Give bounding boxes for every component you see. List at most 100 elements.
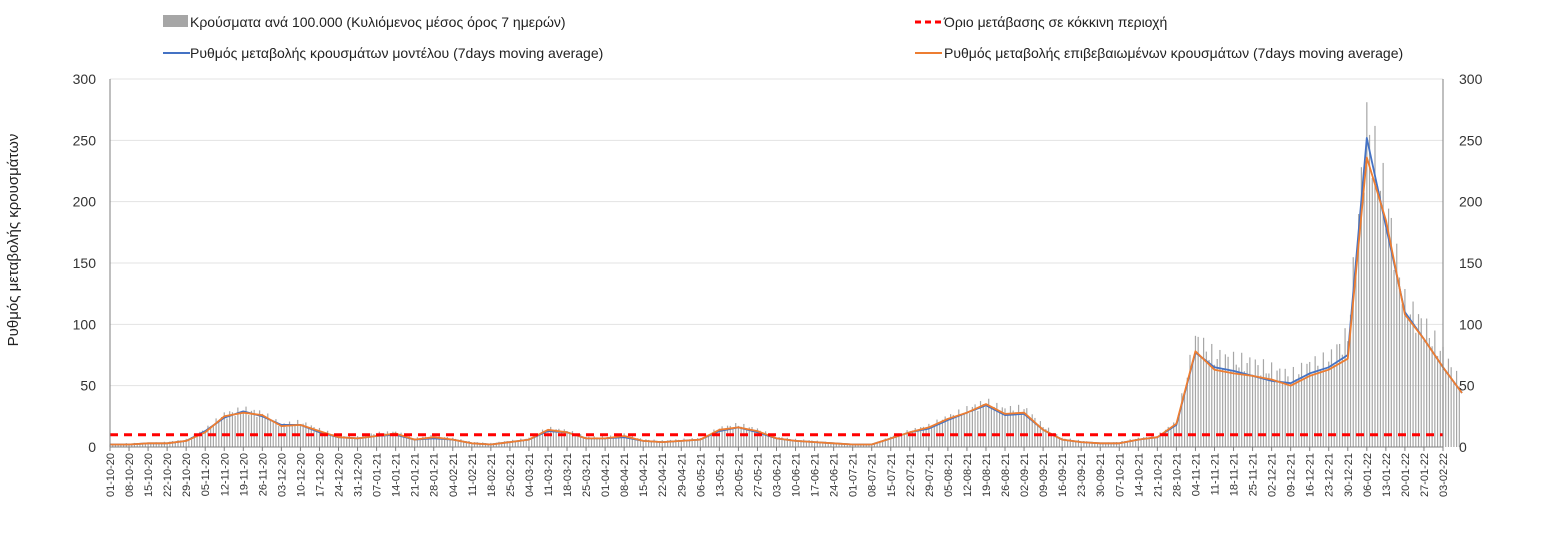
bar	[620, 436, 623, 447]
bar	[180, 440, 182, 447]
bar	[299, 424, 302, 447]
bar	[1243, 371, 1246, 447]
bar	[952, 414, 954, 447]
bar	[498, 441, 500, 447]
bar	[648, 439, 650, 447]
bar	[457, 440, 459, 447]
bar	[756, 428, 759, 447]
bar	[1034, 417, 1036, 447]
bar	[607, 436, 609, 447]
bar	[185, 438, 187, 447]
bar	[778, 437, 780, 447]
y-tick-left-100: 100	[73, 316, 97, 332]
bar	[767, 434, 769, 447]
bar	[574, 434, 576, 447]
x-tick-label: 18-02-21	[486, 453, 498, 497]
bar	[892, 435, 895, 447]
bar	[155, 442, 157, 447]
bar	[1436, 355, 1439, 447]
bar	[609, 435, 612, 447]
bar	[359, 437, 361, 447]
bar	[278, 426, 280, 447]
bar	[1428, 337, 1430, 447]
bar	[248, 414, 250, 447]
bar	[906, 430, 908, 447]
bar	[618, 435, 620, 447]
bar	[174, 441, 176, 447]
bar	[1420, 318, 1422, 447]
bar	[215, 418, 217, 447]
bar	[210, 426, 212, 447]
bar	[1126, 440, 1129, 447]
x-tick-label: 29-07-21	[924, 453, 936, 497]
bar	[686, 439, 688, 447]
bar	[1015, 412, 1017, 447]
x-tick-label: 02-12-21	[1267, 453, 1279, 497]
bar	[1458, 386, 1460, 447]
bar	[1363, 192, 1365, 447]
bar	[960, 414, 963, 447]
bar	[1194, 335, 1197, 447]
bar	[675, 439, 677, 447]
bar	[922, 426, 925, 447]
bar	[1137, 437, 1139, 447]
bar	[656, 440, 658, 447]
bar	[1061, 437, 1063, 447]
bar	[786, 437, 788, 447]
bar	[716, 431, 718, 447]
bar	[588, 436, 590, 447]
y-axis-title: Ρυθμός μεταβολής κρουσμάτων	[5, 134, 22, 347]
bar	[1227, 356, 1229, 447]
x-tick-label: 01-07-21	[848, 453, 860, 497]
legend-item-confirmed: Ρυθμός μεταβολής επιβεβαιωμένων κρουσμάτ…	[915, 45, 1403, 61]
bar	[1012, 410, 1014, 447]
bar	[1151, 435, 1153, 447]
bar	[223, 412, 225, 447]
y-tick-right-150: 150	[1459, 255, 1483, 271]
bar	[1047, 427, 1050, 447]
bar	[694, 439, 696, 447]
bar	[702, 438, 704, 447]
bar	[522, 439, 525, 447]
y-tick-right-250: 250	[1459, 132, 1483, 148]
bar	[920, 427, 922, 447]
x-tick-label: 03-06-21	[772, 453, 784, 497]
bar	[770, 435, 772, 447]
bar	[1170, 428, 1172, 447]
bar	[1456, 370, 1458, 447]
line-series	[110, 137, 1463, 446]
bar	[1314, 356, 1316, 447]
bar	[343, 436, 345, 447]
bar	[161, 442, 163, 447]
bar	[1181, 393, 1183, 447]
bar	[473, 442, 476, 447]
bar	[1379, 190, 1382, 447]
x-tick-label: 03-12-20	[276, 453, 288, 497]
bar	[724, 429, 726, 447]
x-tick-label: 29-10-20	[181, 453, 193, 497]
bar	[917, 431, 919, 447]
bar	[1401, 304, 1403, 447]
bar	[862, 444, 865, 447]
bar	[1287, 376, 1289, 447]
bar	[449, 439, 451, 447]
bar	[395, 431, 397, 447]
bar	[1069, 438, 1071, 447]
x-tick-label: 09-09-21	[1038, 453, 1050, 497]
bar	[1208, 359, 1210, 447]
bar	[1088, 442, 1090, 447]
bar	[639, 438, 642, 447]
bar	[1251, 374, 1254, 447]
bar	[1396, 243, 1398, 447]
bar	[302, 423, 304, 447]
bar	[264, 418, 266, 447]
bar	[1124, 441, 1126, 447]
bar	[710, 433, 712, 447]
bar	[188, 438, 190, 447]
bar	[1203, 337, 1205, 447]
bar	[1279, 368, 1281, 447]
x-tick-label: 01-04-21	[600, 453, 612, 497]
bar	[123, 444, 125, 447]
bar	[1189, 354, 1191, 447]
bar	[512, 439, 514, 447]
